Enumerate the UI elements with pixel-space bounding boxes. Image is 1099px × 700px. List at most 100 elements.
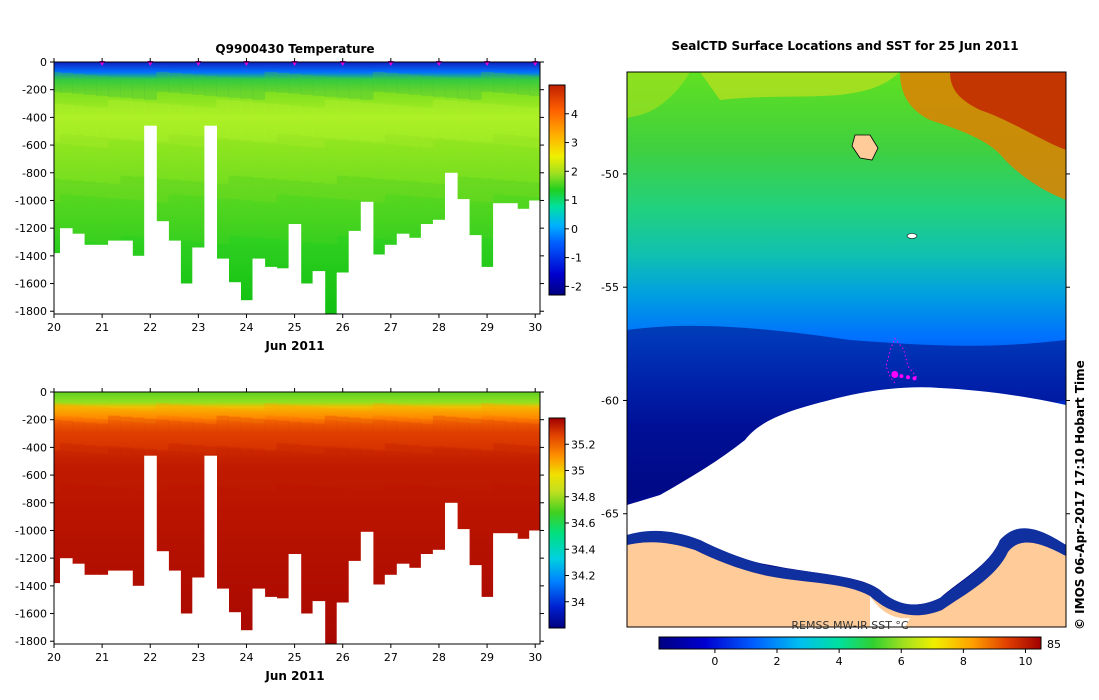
profile-gap-1-33 (445, 502, 458, 644)
profile-gap-0-27 (372, 254, 386, 314)
profile-gap-0-19 (276, 268, 290, 314)
profile-gap-0-3 (84, 244, 97, 314)
profile-gap-1-8 (144, 455, 157, 644)
profile-gap-0-40 (529, 200, 540, 314)
profile-gap-0-1 (60, 228, 73, 314)
map-title: SealCTD Surface Locations and SST for 25… (671, 39, 1018, 53)
profile-gap-1-4 (96, 574, 109, 644)
profile-gap-1-36 (481, 596, 494, 644)
profile-gap-0-15 (228, 282, 241, 314)
temperature-x-axis-label: Jun 2011 (264, 339, 324, 353)
profile-gap-0-11 (180, 283, 193, 314)
profile-gap-1-2 (72, 563, 85, 644)
profile-gap-0-16 (240, 300, 254, 314)
colorbar-tick-label: 34.6 (571, 517, 596, 530)
x-tick-label: 27 (384, 321, 398, 334)
profile-gap-0-38 (505, 203, 518, 314)
x-tick-label: 30 (528, 321, 542, 334)
profile-gap-1-20 (288, 554, 302, 644)
profile-gap-1-34 (457, 529, 470, 644)
y-tick-label: -1800 (15, 305, 47, 318)
profile-gap-0-20 (288, 224, 302, 314)
colorbar-tick-label: 35 (571, 465, 585, 478)
profile-gap-1-16 (240, 630, 254, 644)
colorbar-tick-label: 34 (571, 596, 585, 609)
y-tick-label: -1400 (15, 250, 47, 263)
salinity-colorbar: 35.2 35 34.8 34.6 34.4 34.2 34 (548, 417, 596, 629)
profile-gap-0-5 (108, 240, 121, 314)
profile-gap-0-31 (420, 224, 434, 314)
ice-region (627, 387, 1066, 605)
profile-gap-0-0 (54, 253, 61, 314)
seal-location-dot (899, 374, 904, 379)
profile-gap-1-22 (312, 601, 326, 644)
salinity-section-chart: 0 -200 -400 -600 -800 -1000 -1200 -1400 -1600 -18… (15, 386, 544, 664)
profile-gap-1-9 (156, 551, 169, 644)
profile-gap-0-12 (192, 247, 205, 314)
x-tick-label: 28 (432, 651, 446, 664)
y-tick-label: -1000 (15, 194, 47, 207)
imos-timestamp-label: © IMOS 06-Apr-2017 17:10 Hobart Time (1073, 360, 1087, 630)
x-tick-label: 28 (432, 321, 446, 334)
temperature-section-chart: 0 -200 -400 -600 -800 -1000 -1200 -1400 -1600 -18… (15, 56, 544, 334)
colorbar-max-label: 85 (1047, 638, 1061, 651)
profile-gap-1-29 (396, 563, 410, 644)
profile-gap-0-29 (396, 233, 410, 314)
y-tick-label: -1600 (15, 608, 47, 621)
profile-gap-1-1 (60, 558, 73, 644)
profile-gap-1-31 (420, 554, 434, 644)
profile-gap-1-0 (54, 583, 61, 644)
seal-track-line (885, 337, 918, 384)
profile-gap-0-21 (300, 283, 314, 314)
map-y-tick-label: -60 (601, 394, 619, 407)
profile-gap-1-24 (336, 602, 350, 644)
profile-gap-0-24 (336, 272, 350, 314)
profile-gap-0-9 (156, 221, 169, 314)
profile-gap-0-7 (132, 255, 145, 314)
profile-gap-0-30 (408, 237, 422, 314)
sst-colorbar-tick-label: 8 (960, 655, 967, 668)
y-tick-label: -1800 (15, 635, 47, 648)
profile-gap-0-32 (432, 219, 446, 314)
profile-gap-0-22 (312, 271, 326, 314)
profile-gap-0-26 (360, 201, 374, 314)
x-tick-label: 25 (288, 321, 302, 334)
x-tick-label: 22 (143, 321, 157, 334)
map-y-tick-label: -50 (601, 168, 619, 181)
x-tick-label: 23 (191, 651, 205, 664)
sst-colorbar-tick-label: 4 (836, 655, 843, 668)
colorbar-tick-label: -1 (571, 252, 582, 265)
y-tick-label: 0 (40, 56, 47, 69)
map-colorbar-label: REMSS MW-IR SST °C (791, 619, 909, 632)
colorbar-tick-label: 34.2 (571, 570, 596, 583)
y-tick-label: -800 (22, 497, 47, 510)
y-tick-label: -1400 (15, 580, 47, 593)
salinity-x-axis-label: Jun 2011 (264, 669, 324, 683)
x-tick-label: 24 (239, 321, 253, 334)
profile-gap-1-5 (108, 570, 121, 644)
profile-gap-1-38 (505, 533, 518, 644)
sst-colorbar-tick-label: 10 (1018, 655, 1032, 668)
sst-map: -50 -55 -60 -65 REMSS MW-IR SST °C (601, 71, 1070, 632)
land-antarctica (627, 542, 1066, 627)
map-y-tick-label: -65 (601, 508, 619, 521)
profile-gap-0-6 (120, 240, 133, 314)
profile-gap-1-7 (132, 585, 145, 644)
profile-gap-0-4 (96, 244, 109, 314)
profile-gap-1-11 (180, 613, 193, 644)
x-tick-label: 29 (480, 321, 494, 334)
colorbar-tick-label: 34.4 (571, 543, 596, 556)
profile-gap-0-36 (481, 266, 494, 314)
profile-gap-0-2 (72, 233, 85, 314)
colorbar-tick-label: 2 (571, 165, 578, 178)
colorbar-tick-label: 4 (571, 108, 578, 121)
temperature-chart-title: Q9900430 Temperature (215, 42, 374, 56)
profile-gap-1-19 (276, 598, 290, 644)
temperature-colorbar: 4 3 2 1 0 -1 -2 (548, 84, 582, 296)
profile-gap-1-14 (216, 588, 229, 644)
profile-gap-1-15 (228, 612, 241, 644)
profile-gap-1-6 (120, 570, 133, 644)
profile-gap-0-39 (517, 208, 530, 314)
x-tick-label: 26 (336, 321, 350, 334)
x-tick-label: 20 (47, 651, 61, 664)
